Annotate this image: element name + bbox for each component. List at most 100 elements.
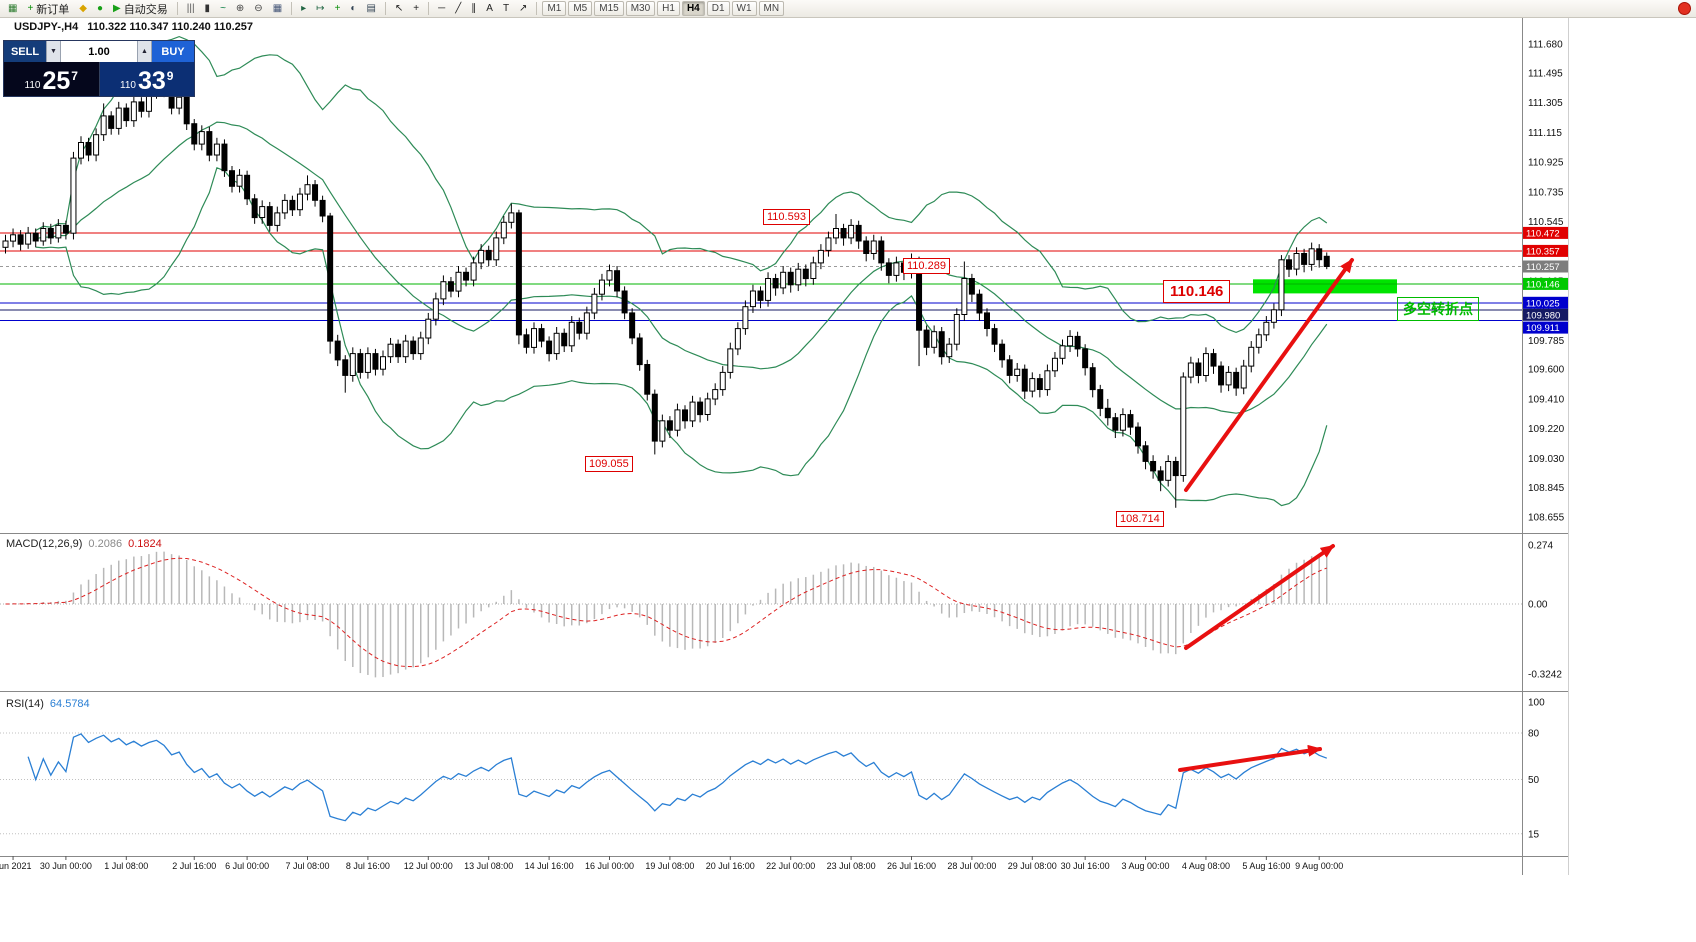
ask-panel[interactable]: 110 33 9: [98, 62, 194, 96]
new-order-button[interactable]: + 新订单: [23, 0, 73, 18]
notification-badge-icon[interactable]: [1678, 2, 1691, 15]
price-callout-110146[interactable]: 110.146: [1163, 280, 1231, 303]
horizontal-line-icon[interactable]: ─: [434, 0, 449, 18]
sell-button[interactable]: SELL: [4, 41, 46, 62]
candle-bull: [259, 206, 266, 219]
candle-bull: [55, 224, 62, 239]
candle-bull: [25, 232, 32, 245]
price-tag-text: 110.025: [1526, 298, 1560, 309]
time-axis-label: 9 Aug 00:00: [1295, 861, 1343, 871]
text-label-icon: T: [502, 2, 510, 14]
equidistant-channel-icon[interactable]: ∥: [467, 0, 480, 18]
buy-button[interactable]: BUY: [152, 41, 194, 62]
toolbar-separator: [536, 2, 538, 15]
chart-canvas[interactable]: 111.680 111.495 111.305 111.115 110.925 110.7…: [0, 18, 1568, 875]
timeframe-button-m1[interactable]: M1: [542, 1, 567, 16]
text-icon[interactable]: A: [482, 0, 497, 18]
candle-bear: [651, 393, 658, 442]
zoom-in-icon[interactable]: ⊕: [232, 0, 248, 18]
timeframe-button-m30[interactable]: M30: [625, 1, 656, 16]
candle-bull: [500, 221, 507, 239]
candle-bull: [734, 328, 741, 350]
indicators-icon[interactable]: +: [331, 0, 345, 18]
autotrading-status-icon[interactable]: ●: [93, 0, 107, 18]
highlight-rect[interactable]: [1253, 279, 1397, 294]
chart-window[interactable]: 111.680 111.495 111.305 111.115 110.925 110.7…: [0, 18, 1569, 875]
bid-panel[interactable]: 110 25 7: [4, 62, 99, 96]
zoom-out-icon[interactable]: ⊖: [250, 0, 266, 18]
autotrading-button[interactable]: ▶ 自动交易: [109, 0, 172, 18]
candle-bull: [606, 270, 613, 281]
candle-bear: [17, 234, 24, 245]
candle-bear: [319, 199, 326, 217]
price-callout-110593[interactable]: 110.593: [763, 209, 810, 225]
chart-shift-icon[interactable]: ↦: [312, 0, 328, 18]
trend-arrow-3[interactable]: [1178, 744, 1322, 772]
templates-icon[interactable]: ▤: [362, 0, 379, 18]
candle-bear: [1097, 389, 1104, 409]
candle-bull: [946, 343, 953, 358]
price-axis-label: 109.220: [1528, 424, 1565, 435]
candle-bull: [848, 224, 855, 239]
price-axis-label: 110.545: [1528, 217, 1564, 228]
macd-scale-label: -0.3242: [1528, 670, 1562, 681]
chart-bars-icon[interactable]: |||: [183, 0, 199, 18]
bollinger-middle-band: [35, 121, 1328, 414]
candle-bear: [1172, 461, 1179, 477]
candle-bull: [40, 228, 47, 242]
time-axis-label: 29 Jul 08:00: [1008, 861, 1057, 871]
candle-bull: [833, 228, 839, 239]
candle-bear: [787, 271, 794, 286]
volume-down-button[interactable]: ▼: [46, 41, 61, 62]
candle-bear: [1150, 461, 1157, 472]
time-axis-label: 30 Jun 00:00: [40, 861, 92, 871]
candle-bear: [1195, 362, 1202, 376]
timeframe-button-w1[interactable]: W1: [731, 1, 757, 16]
volume-input[interactable]: [61, 41, 137, 62]
new-order-icon: +: [27, 2, 34, 14]
crosshair-icon[interactable]: +: [409, 0, 423, 18]
arrows-icon[interactable]: ↗: [515, 0, 531, 18]
macd-scale-label: 0.274: [1528, 540, 1553, 551]
indicators-icon: +: [334, 2, 341, 14]
price-axis-label: 111.680: [1528, 40, 1563, 51]
timeframe-button-h1[interactable]: H1: [657, 1, 680, 16]
timeframe-button-h4[interactable]: H4: [681, 1, 705, 16]
cursor-icon[interactable]: ↖: [391, 0, 407, 18]
periods-icon[interactable]: ◐: [346, 0, 360, 18]
trend-arrow-2[interactable]: [1184, 544, 1335, 650]
candle-bull: [440, 281, 447, 300]
timeframe-button-d1[interactable]: D1: [706, 1, 730, 16]
chart-candles-icon[interactable]: ▮: [201, 0, 215, 18]
volume-up-button[interactable]: ▲: [137, 41, 152, 62]
zoom-out-icon: ⊖: [254, 2, 263, 14]
candle-bull: [2, 240, 9, 248]
price-callout-110289[interactable]: 110.289: [903, 258, 950, 274]
new-chart-icon[interactable]: ▦: [4, 0, 21, 18]
timeframe-button-m15[interactable]: M15: [594, 1, 624, 16]
trend-arrow-1[interactable]: [1184, 258, 1354, 492]
tile-windows-icon[interactable]: ▦: [269, 0, 286, 18]
trendline-icon[interactable]: ╱: [451, 0, 465, 18]
text-label-icon[interactable]: T: [499, 0, 513, 18]
candle-bear: [576, 321, 583, 334]
time-axis-label: 19 Jul 08:00: [645, 861, 694, 871]
candle-bear: [357, 353, 364, 373]
metaeditor-icon[interactable]: ◆: [75, 0, 91, 18]
toolbar-groups: ▦ + 新订单 ◆ ● ▶ 自动交易 ||| ▮ ~ ⊕ ⊖ ▦ ▸ ↦ + ◐ ▤ ↖ + ─ ╱ ∥ A T ↗: [3, 0, 532, 18]
candle-bear: [47, 228, 54, 239]
timeframe-button-mn[interactable]: MN: [758, 1, 785, 16]
candle-bull: [1051, 357, 1058, 372]
bollinger-upper-band: [35, 35, 1328, 334]
price-callout-108714[interactable]: 108.714: [1116, 511, 1164, 527]
candle-bear: [1074, 335, 1081, 350]
price-callout-109055[interactable]: 109.055: [585, 456, 633, 472]
timeframe-button-m5[interactable]: M5: [568, 1, 593, 16]
time-axis-label: 14 Jul 16:00: [525, 861, 574, 871]
price-axis-label: 111.495: [1528, 68, 1563, 79]
auto-scroll-icon[interactable]: ▸: [297, 0, 310, 18]
turning-point-note[interactable]: 多空转折点: [1397, 297, 1479, 321]
chart-line-icon[interactable]: ~: [216, 0, 230, 18]
candle-bear: [244, 174, 251, 200]
candle-bull: [893, 262, 900, 276]
